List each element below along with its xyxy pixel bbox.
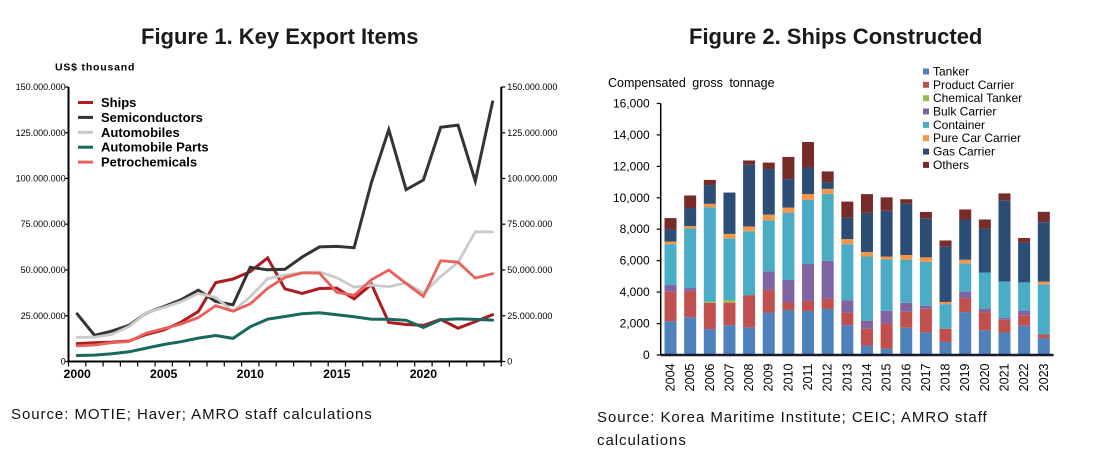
svg-text:0: 0: [507, 357, 512, 367]
svg-text:75.000.000: 75.000.000: [21, 219, 66, 229]
svg-text:2005: 2005: [150, 367, 178, 381]
svg-text:125.000.000: 125.000.000: [507, 128, 557, 138]
svg-text:50.000.000: 50.000.000: [507, 265, 552, 275]
svg-text:2005: 2005: [683, 363, 697, 391]
svg-text:2022: 2022: [1017, 363, 1031, 391]
svg-text:150.000.000: 150.000.000: [507, 82, 557, 92]
svg-text:Semiconductors: Semiconductors: [101, 110, 203, 125]
svg-text:Gas Carrier: Gas Carrier: [933, 145, 995, 159]
svg-text:Compensated gross tonnage: Compensated gross tonnage: [608, 76, 775, 90]
svg-text:Ships: Ships: [101, 95, 136, 110]
svg-text:Product Carrier: Product Carrier: [933, 78, 1014, 92]
svg-text:2017: 2017: [919, 363, 933, 391]
svg-text:2016: 2016: [899, 363, 913, 391]
svg-text:2012: 2012: [821, 363, 835, 391]
svg-text:0: 0: [643, 348, 650, 362]
svg-text:75.000.000: 75.000.000: [507, 219, 552, 229]
svg-text:2015: 2015: [323, 367, 351, 381]
svg-text:2,000: 2,000: [620, 317, 650, 331]
svg-text:Pure Car Carrier: Pure Car Carrier: [933, 131, 1021, 145]
svg-text:25.000.000: 25.000.000: [21, 311, 66, 321]
svg-text:Chemical Tanker: Chemical Tanker: [933, 91, 1022, 105]
svg-text:2021: 2021: [998, 363, 1012, 391]
svg-text:12,000: 12,000: [613, 159, 650, 173]
svg-text:2004: 2004: [664, 363, 678, 391]
svg-text:16,000: 16,000: [613, 97, 650, 111]
svg-text:2020: 2020: [410, 367, 438, 381]
svg-text:2011: 2011: [801, 363, 815, 390]
svg-text:4,000: 4,000: [620, 285, 650, 299]
svg-text:2018: 2018: [939, 363, 953, 391]
svg-text:US$ thousand: US$ thousand: [55, 62, 135, 74]
svg-text:0: 0: [61, 357, 66, 367]
svg-text:2019: 2019: [958, 363, 972, 391]
svg-text:Tanker: Tanker: [933, 65, 969, 79]
svg-text:Petrochemicals: Petrochemicals: [101, 155, 197, 170]
svg-text:100.000.000: 100.000.000: [507, 174, 557, 184]
svg-text:25.000.000: 25.000.000: [507, 311, 552, 321]
svg-text:2023: 2023: [1037, 363, 1051, 391]
svg-text:2010: 2010: [781, 363, 795, 391]
svg-text:2014: 2014: [860, 363, 874, 391]
svg-text:50.000.000: 50.000.000: [21, 265, 66, 275]
svg-text:2009: 2009: [762, 363, 776, 391]
svg-text:100.000.000: 100.000.000: [16, 174, 66, 184]
svg-text:150.000.000: 150.000.000: [16, 82, 66, 92]
svg-text:14,000: 14,000: [613, 128, 650, 142]
svg-text:2015: 2015: [880, 363, 894, 391]
svg-text:10,000: 10,000: [613, 191, 650, 205]
svg-text:6,000: 6,000: [620, 254, 650, 268]
svg-text:Container: Container: [933, 118, 985, 132]
svg-text:125.000.000: 125.000.000: [16, 128, 66, 138]
svg-text:8,000: 8,000: [620, 222, 650, 236]
svg-text:2000: 2000: [64, 367, 92, 381]
svg-text:Bulk Carrier: Bulk Carrier: [933, 105, 996, 119]
svg-text:2013: 2013: [840, 363, 854, 391]
svg-text:2010: 2010: [237, 367, 265, 381]
svg-text:2020: 2020: [978, 363, 992, 391]
svg-text:Automobile Parts: Automobile Parts: [101, 140, 209, 155]
svg-text:2006: 2006: [703, 363, 717, 391]
svg-text:Automobiles: Automobiles: [101, 125, 180, 140]
svg-text:Others: Others: [933, 158, 969, 172]
svg-text:2008: 2008: [742, 363, 756, 391]
svg-text:2007: 2007: [723, 363, 737, 391]
